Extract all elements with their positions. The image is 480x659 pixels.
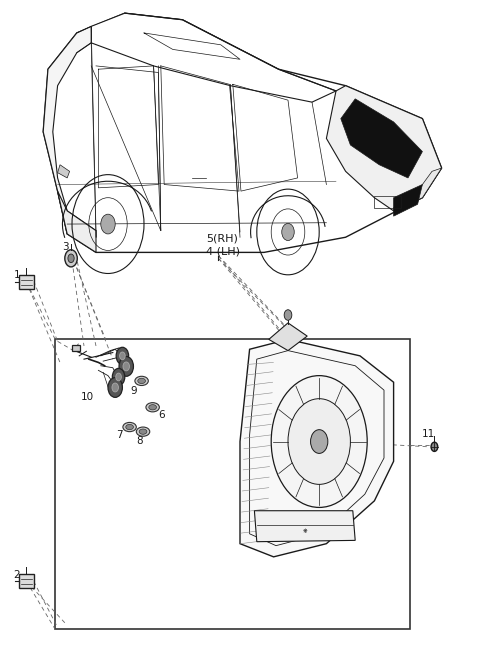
Polygon shape [91, 13, 336, 102]
Polygon shape [394, 185, 422, 216]
Text: 9: 9 [130, 386, 137, 395]
Ellipse shape [138, 378, 145, 384]
Circle shape [112, 383, 119, 392]
Circle shape [282, 223, 294, 241]
Ellipse shape [126, 424, 133, 430]
Ellipse shape [136, 427, 150, 436]
Polygon shape [58, 165, 70, 178]
Text: 4 (LH): 4 (LH) [206, 246, 240, 257]
Circle shape [288, 399, 350, 484]
Ellipse shape [146, 403, 159, 412]
Circle shape [311, 430, 328, 453]
Polygon shape [341, 99, 422, 178]
Text: ❋: ❋ [302, 529, 307, 534]
Bar [19, 275, 34, 289]
Polygon shape [240, 339, 394, 557]
Bar [374, 196, 401, 208]
Circle shape [112, 368, 125, 386]
Text: 5(RH): 5(RH) [206, 233, 238, 244]
Polygon shape [58, 191, 96, 252]
Polygon shape [43, 13, 442, 252]
Circle shape [284, 310, 292, 320]
Circle shape [271, 376, 367, 507]
Text: 10: 10 [81, 392, 95, 402]
Polygon shape [254, 511, 355, 542]
Circle shape [120, 352, 125, 360]
Circle shape [65, 250, 77, 267]
Ellipse shape [123, 422, 136, 432]
Bar [55, 339, 410, 629]
Circle shape [101, 214, 115, 234]
Circle shape [68, 254, 74, 263]
Polygon shape [269, 323, 307, 351]
Bar [19, 574, 34, 588]
Text: 11: 11 [422, 429, 435, 439]
Polygon shape [43, 26, 96, 237]
Bar [72, 345, 80, 351]
Ellipse shape [135, 376, 148, 386]
Text: 8: 8 [136, 436, 143, 446]
Circle shape [123, 362, 130, 371]
Circle shape [108, 378, 122, 397]
Text: 6: 6 [158, 410, 165, 420]
Circle shape [116, 347, 129, 364]
Circle shape [116, 373, 121, 381]
Circle shape [119, 357, 133, 376]
Circle shape [431, 442, 438, 451]
Text: 3: 3 [62, 242, 69, 252]
Ellipse shape [149, 405, 156, 410]
Polygon shape [394, 168, 442, 211]
Polygon shape [326, 86, 442, 211]
Text: 2: 2 [13, 569, 20, 580]
Ellipse shape [139, 429, 147, 434]
Text: 7: 7 [116, 430, 123, 440]
Text: 1: 1 [13, 270, 20, 281]
